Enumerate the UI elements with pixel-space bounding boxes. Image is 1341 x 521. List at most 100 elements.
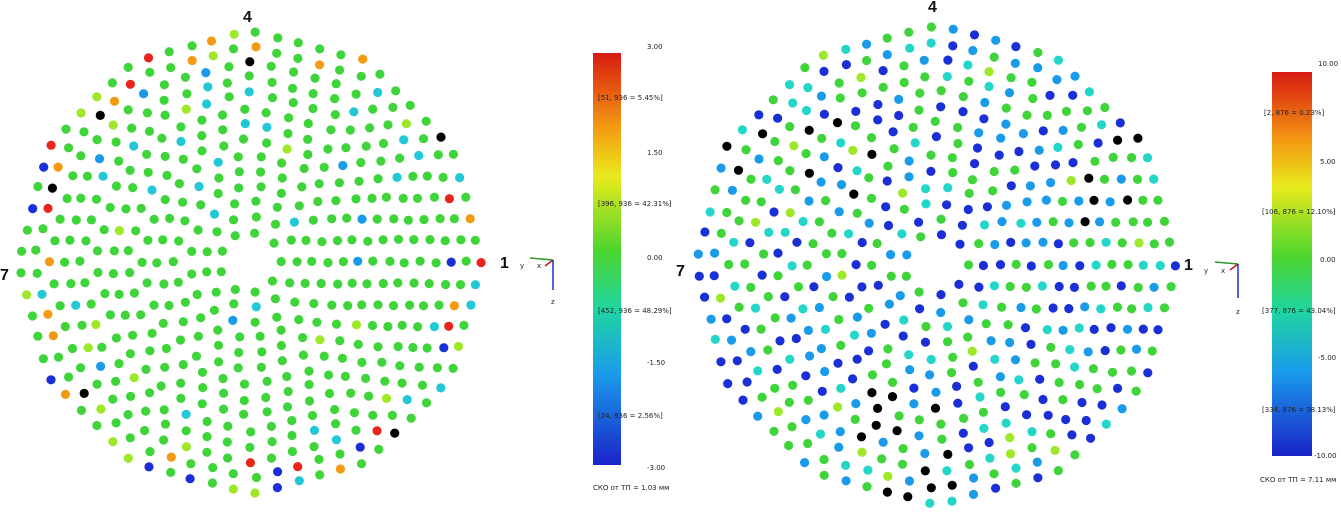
right-dot — [770, 313, 780, 323]
left-dot — [429, 192, 439, 202]
right-dot — [1153, 325, 1163, 335]
left-dot — [223, 453, 233, 463]
left-dot — [108, 437, 118, 447]
right-dot — [980, 97, 990, 108]
right-dot — [978, 407, 989, 417]
left-dot — [128, 183, 138, 193]
left-dot — [390, 428, 400, 438]
left-dot — [304, 366, 314, 376]
right-dot — [884, 299, 895, 309]
left-dot — [262, 138, 272, 148]
right-dot — [757, 392, 767, 402]
right-dot — [750, 303, 761, 313]
right-dot — [964, 188, 974, 198]
left-dot — [158, 318, 168, 328]
right-dot — [754, 110, 764, 120]
left-dot — [435, 214, 445, 224]
right-dot — [738, 395, 748, 405]
right-dot — [1111, 217, 1121, 227]
left-dot — [395, 361, 405, 371]
right-dot — [1061, 414, 1071, 425]
left-dot — [114, 359, 124, 369]
right-dot — [930, 403, 941, 413]
left-dot — [349, 107, 359, 117]
right-dot — [1127, 304, 1137, 314]
right-dot — [819, 152, 829, 162]
right-dot — [1020, 323, 1031, 333]
right-dot — [819, 410, 829, 420]
right-dot — [791, 333, 801, 344]
right-dot — [852, 354, 862, 364]
left-dot — [142, 108, 152, 118]
left-dot — [334, 178, 344, 188]
right-dot — [734, 216, 744, 226]
right-dot — [746, 282, 756, 292]
right-dot — [1070, 362, 1080, 372]
right-dot — [947, 480, 957, 490]
left-dot — [378, 138, 389, 149]
left-dot — [218, 373, 228, 384]
right-dot — [930, 116, 940, 126]
right-dot — [740, 259, 750, 269]
right-dot — [1010, 165, 1020, 175]
right-dot — [963, 60, 973, 70]
right-dot — [1042, 325, 1052, 335]
right-dot — [815, 429, 826, 439]
right-dot — [1053, 55, 1063, 65]
left-dot — [417, 380, 428, 390]
left-dot — [319, 351, 329, 361]
right-dot — [863, 465, 873, 475]
left-dot — [22, 225, 32, 235]
left-cb-tick-1: 1.50 — [647, 149, 663, 157]
right-dot — [963, 204, 973, 215]
left-dot — [381, 393, 392, 403]
right-dot — [1101, 419, 1111, 429]
left-dot — [240, 119, 250, 129]
left-dot — [304, 396, 315, 406]
right-dot — [1033, 47, 1043, 58]
right-dot — [1027, 443, 1037, 453]
right-dot — [1142, 153, 1153, 163]
right-dot — [1084, 87, 1094, 97]
left-dot — [412, 193, 423, 203]
right-dot — [746, 347, 756, 357]
right-dot — [1057, 196, 1068, 206]
left-dot — [440, 236, 450, 246]
left-dot — [314, 454, 324, 464]
right-dot — [1077, 397, 1087, 408]
right-dot — [989, 166, 999, 177]
left-dot — [403, 215, 413, 225]
right-dot — [1149, 282, 1159, 292]
left-sector-label-7: 7 — [0, 267, 9, 284]
right-dot — [819, 66, 829, 76]
left-dot — [187, 41, 197, 51]
left-dot — [357, 214, 367, 224]
right-dot — [894, 110, 904, 121]
right-cb-bin-3: [334, 876 = 38.13%] — [1262, 406, 1336, 414]
right-dot — [1001, 119, 1011, 129]
right-dot — [975, 392, 985, 402]
right-cb-tick-4: -10.00 — [1314, 452, 1337, 460]
left-dot — [230, 199, 240, 209]
left-dot — [408, 171, 418, 181]
right-dot — [895, 291, 905, 301]
right-dot — [894, 94, 904, 104]
left-dot — [250, 228, 260, 238]
left-dot — [246, 427, 256, 437]
right-dot — [964, 260, 974, 270]
left-dot — [287, 416, 297, 426]
left-dot — [217, 246, 227, 256]
left-dot — [250, 488, 260, 498]
left-dot — [62, 193, 72, 204]
right-dot — [1116, 345, 1126, 355]
right-dot — [926, 150, 936, 160]
left-dot — [209, 305, 219, 315]
left-dot — [238, 134, 249, 144]
left-dot — [181, 426, 191, 436]
left-dot — [433, 150, 443, 160]
right-dot — [1033, 63, 1043, 73]
left-dot — [144, 126, 155, 136]
left-dot — [160, 362, 170, 372]
right-dot — [1092, 384, 1102, 394]
left-dot — [388, 301, 399, 311]
